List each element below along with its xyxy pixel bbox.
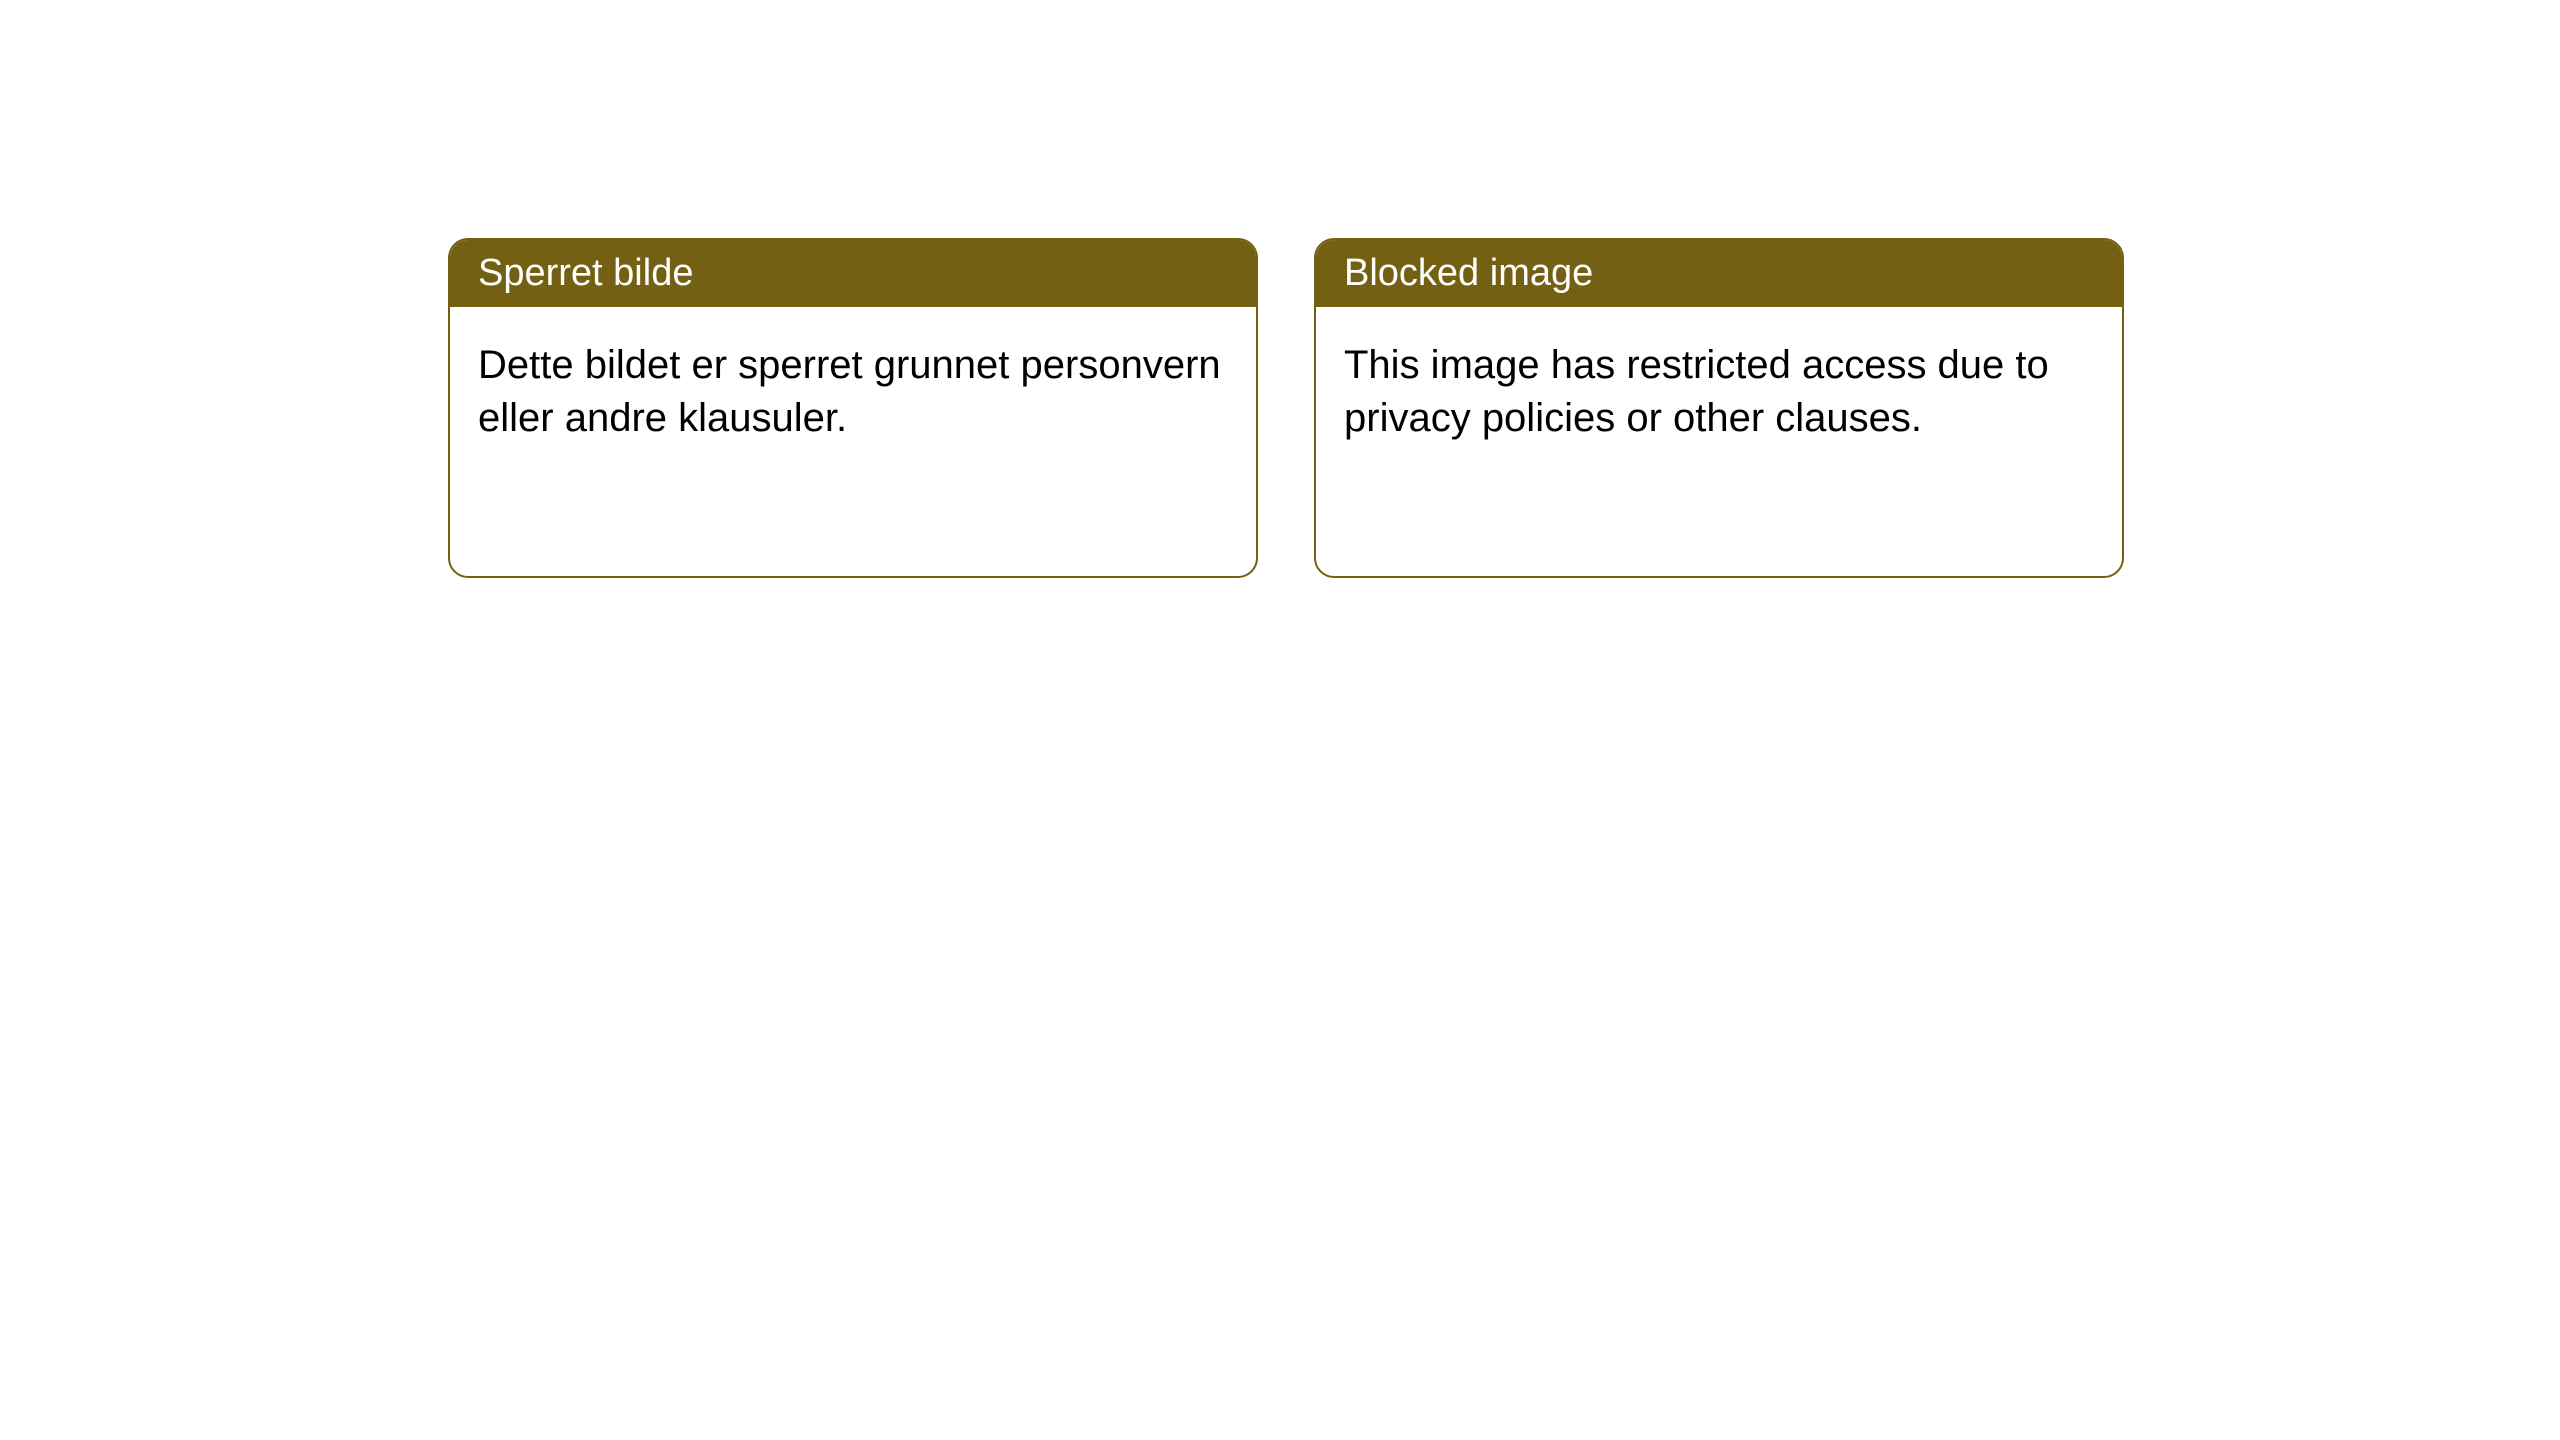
notice-message: This image has restricted access due to … bbox=[1344, 343, 2049, 440]
notice-card-english: Blocked image This image has restricted … bbox=[1314, 238, 2124, 578]
notice-title: Blocked image bbox=[1344, 252, 1593, 294]
notice-message: Dette bildet er sperret grunnet personve… bbox=[478, 343, 1221, 440]
notice-card-norwegian: Sperret bilde Dette bildet er sperret gr… bbox=[448, 238, 1258, 578]
notice-body: This image has restricted access due to … bbox=[1316, 307, 2122, 477]
notice-body: Dette bildet er sperret grunnet personve… bbox=[450, 307, 1256, 477]
notice-header: Sperret bilde bbox=[450, 240, 1256, 307]
notice-header: Blocked image bbox=[1316, 240, 2122, 307]
notices-container: Sperret bilde Dette bildet er sperret gr… bbox=[0, 0, 2560, 578]
notice-title: Sperret bilde bbox=[478, 252, 693, 294]
